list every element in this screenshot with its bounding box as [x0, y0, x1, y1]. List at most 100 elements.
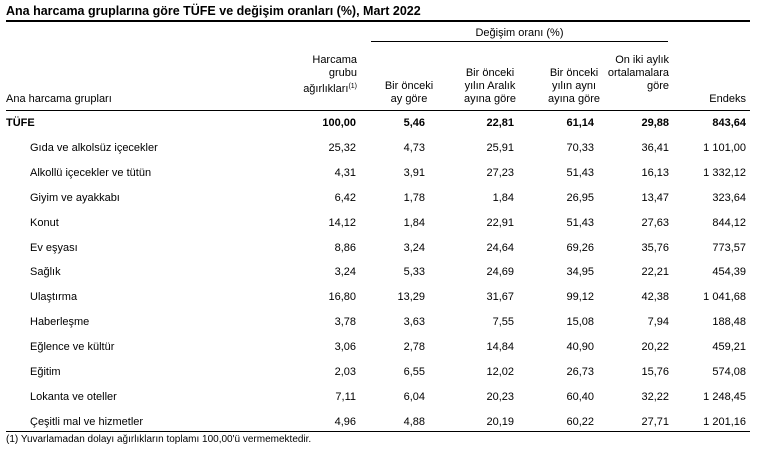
header-weight: Harcama grubu ağırlıkları(1) — [303, 54, 357, 96]
row-name: Çeşitli mal ve hizmetler — [30, 415, 144, 428]
table-row: Ulaştırma 16,80 13,29 31,67 99,12 42,38 1 041,… — [0, 288, 764, 308]
december-change-cell: 22,81 — [486, 117, 514, 129]
row-name: Ev eşyası — [30, 241, 78, 254]
yoy-change-cell: 60,40 — [566, 390, 594, 403]
december-change-cell: 24,69 — [486, 266, 514, 279]
row-name: Konut — [30, 216, 59, 229]
december-change-cell: 20,23 — [486, 390, 514, 403]
table-row: Gıda ve alkolsüz içecekler 25,32 4,73 25,91… — [0, 139, 764, 159]
yoy-change-cell: 60,22 — [566, 415, 594, 428]
12m-average-change-cell: 20,22 — [641, 341, 669, 354]
header-rule — [6, 110, 750, 111]
monthly-change-cell: 4,73 — [403, 141, 425, 154]
weight-cell: 8,86 — [334, 241, 356, 254]
header-weight-label: Harcama grubu ağırlıkları — [303, 54, 357, 95]
header-group-name: Ana harcama grupları — [6, 93, 112, 105]
weight-cell: 4,31 — [334, 166, 356, 179]
monthly-change-cell: 5,33 — [403, 266, 425, 279]
12m-average-change-cell: 42,38 — [641, 291, 669, 304]
table-row: Eğlence ve kültür 3,06 2,78 14,84 40,90 20,22… — [0, 338, 764, 358]
weight-cell: 7,11 — [335, 390, 356, 403]
header-yoy-change: Bir önceki yılın aynı ayına göre — [548, 67, 600, 105]
monthly-change-cell: 13,29 — [397, 291, 425, 304]
table-row: Giyim ve ayakkabı 6,42 1,78 1,84 26,95 13,47 3… — [0, 189, 764, 209]
december-change-cell: 25,91 — [486, 141, 514, 154]
row-name: Sağlık — [30, 266, 61, 279]
monthly-change-cell: 1,84 — [403, 216, 425, 229]
weight-cell: 14,12 — [328, 216, 356, 229]
row-name: Alkollü içecekler ve tütün — [30, 166, 152, 179]
weight-cell: 2,03 — [334, 366, 356, 378]
monthly-change-cell: 1,78 — [403, 191, 425, 204]
table-title: Ana harcama gruplarına göre TÜFE ve deği… — [6, 4, 421, 18]
yoy-change-cell: 51,43 — [566, 216, 594, 229]
index-cell: 323,64 — [712, 191, 746, 204]
12m-average-change-cell: 16,13 — [641, 166, 669, 179]
table-row: Konut 14,12 1,84 22,91 51,43 27,63 844,12 — [0, 214, 764, 234]
index-cell: 1 041,68 — [703, 291, 746, 304]
yoy-change-cell: 99,12 — [566, 291, 594, 304]
weight-cell: 100,00 — [322, 117, 356, 129]
weight-cell: 3,24 — [334, 266, 356, 279]
december-change-cell: 1,84 — [492, 191, 514, 204]
index-cell: 773,57 — [712, 241, 746, 254]
weight-cell: 25,32 — [328, 141, 356, 154]
monthly-change-cell: 5,46 — [403, 117, 425, 129]
12m-average-change-cell: 13,47 — [641, 191, 669, 204]
monthly-change-cell: 3,24 — [403, 241, 425, 254]
december-change-cell: 20,19 — [486, 415, 514, 428]
table-row: Alkollü içecekler ve tütün 4,31 3,91 27,23 5… — [0, 164, 764, 184]
index-cell: 1 201,16 — [703, 415, 746, 428]
monthly-change-cell: 6,04 — [403, 390, 425, 403]
december-change-cell: 7,55 — [492, 316, 514, 329]
table-row: Haberleşme 3,78 3,63 7,55 15,08 7,94 188,48 — [0, 313, 764, 333]
december-change-cell: 12,02 — [486, 366, 514, 378]
header-index: Endeks — [709, 93, 746, 105]
header-december-change: Bir önceki yılın Aralık ayına göre — [464, 67, 516, 105]
yoy-change-cell: 26,95 — [566, 191, 594, 204]
index-cell: 844,12 — [712, 216, 746, 229]
header-weight-footnote-mark: (1) — [348, 83, 357, 90]
header-12m-average-change: On iki aylık ortalamalara göre — [607, 54, 669, 92]
table-row: Ev eşyası 8,86 3,24 24,64 69,26 35,76 773,57 — [0, 239, 764, 259]
footnote: (1) Yuvarlamadan dolayı ağırlıkların top… — [6, 434, 312, 445]
index-cell: 188,48 — [712, 316, 746, 329]
top-rule — [6, 20, 750, 22]
weight-cell: 3,78 — [334, 316, 356, 329]
yoy-change-cell: 61,14 — [566, 117, 594, 129]
row-name: Gıda ve alkolsüz içecekler — [30, 141, 158, 154]
yoy-change-cell: 40,90 — [566, 341, 594, 354]
12m-average-change-cell: 29,88 — [641, 117, 669, 129]
12m-average-change-cell: 32,22 — [641, 390, 669, 403]
row-name: Eğitim — [30, 366, 61, 378]
monthly-change-cell: 3,63 — [403, 316, 425, 329]
monthly-change-cell: 4,88 — [403, 415, 425, 428]
yoy-change-cell: 70,33 — [566, 141, 594, 154]
group-underline — [371, 41, 668, 42]
december-change-cell: 27,23 — [486, 166, 514, 179]
monthly-change-cell: 6,55 — [403, 366, 425, 378]
change-rate-group-label: Değişim oranı (%) — [475, 27, 564, 39]
yoy-change-cell: 15,08 — [566, 316, 594, 329]
row-name: TÜFE — [6, 117, 35, 129]
12m-average-change-cell: 7,94 — [647, 316, 669, 329]
december-change-cell: 31,67 — [486, 291, 514, 304]
yoy-change-cell: 34,95 — [566, 266, 594, 279]
index-cell: 1 248,45 — [703, 390, 746, 403]
index-cell: 454,39 — [712, 266, 746, 279]
monthly-change-cell: 2,78 — [403, 341, 425, 354]
total-row: TÜFE 100,00 5,46 22,81 61,14 29,88 843,64 — [0, 114, 764, 134]
index-cell: 574,08 — [712, 366, 746, 378]
table-row: Eğitim 2,03 6,55 12,02 26,73 15,76 574,08 — [0, 363, 764, 383]
weight-cell: 4,96 — [334, 415, 356, 428]
weight-cell: 16,80 — [328, 291, 356, 304]
yoy-change-cell: 26,73 — [566, 366, 594, 378]
header-monthly-change: Bir önceki ay göre — [384, 80, 434, 105]
yoy-change-cell: 51,43 — [566, 166, 594, 179]
index-cell: 843,64 — [712, 117, 746, 129]
yoy-change-cell: 69,26 — [566, 241, 594, 254]
12m-average-change-cell: 36,41 — [641, 141, 669, 154]
12m-average-change-cell: 27,71 — [641, 415, 669, 428]
row-name: Lokanta ve oteller — [30, 390, 117, 403]
12m-average-change-cell: 22,21 — [641, 266, 669, 279]
